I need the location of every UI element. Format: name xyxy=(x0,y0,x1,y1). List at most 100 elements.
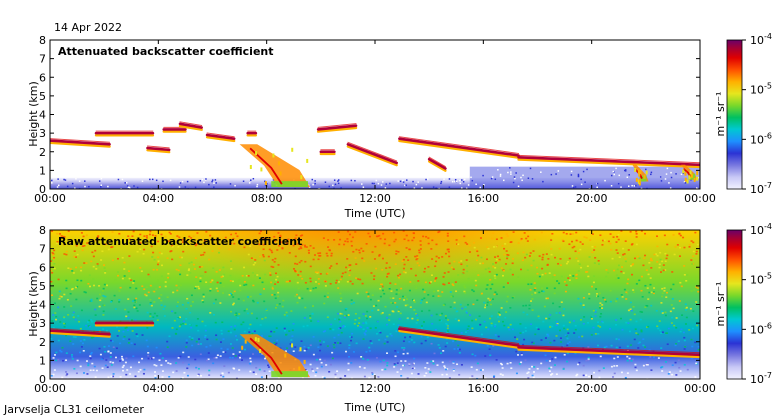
noise-pixel xyxy=(378,330,381,333)
noise-pixel xyxy=(404,360,407,362)
noise-pixel xyxy=(274,272,277,275)
noise-pixel xyxy=(531,298,534,300)
noise-pixel xyxy=(231,356,234,359)
noise-pixel xyxy=(157,256,160,259)
noise-pixel xyxy=(489,287,492,290)
noise-pixel xyxy=(484,306,487,309)
noise-pixel xyxy=(72,343,75,345)
noise-pixel xyxy=(139,241,142,244)
noise-pixel xyxy=(435,277,438,279)
noise-pixel xyxy=(59,349,62,352)
noise-pixel xyxy=(632,263,635,265)
noise-pixel xyxy=(665,296,668,298)
noise-pixel xyxy=(182,250,185,253)
noise-pixel xyxy=(456,243,459,245)
noise-pixel xyxy=(167,362,170,364)
noise-pixel xyxy=(137,370,140,373)
noise-pixel xyxy=(460,363,463,366)
y-tick-label: 2 xyxy=(39,146,46,159)
noise-pixel xyxy=(359,278,362,281)
noise-pixel xyxy=(197,329,200,332)
cloud-top xyxy=(206,132,235,138)
noise-pixel xyxy=(613,357,616,360)
noise-pixel xyxy=(312,370,315,372)
noise-pixel xyxy=(618,256,621,258)
noise-pixel xyxy=(175,284,178,287)
bl-speckle xyxy=(66,185,69,188)
noise-pixel xyxy=(563,353,566,356)
noise-pixel xyxy=(74,318,77,321)
noise-pixel xyxy=(75,244,78,247)
noise-pixel xyxy=(602,296,605,299)
noise-pixel xyxy=(638,257,641,260)
noise-pixel xyxy=(194,285,197,288)
cloud-base-layer xyxy=(427,156,447,172)
noise-pixel xyxy=(172,371,175,374)
noise-pixel xyxy=(671,298,674,300)
noise-pixel xyxy=(386,335,389,337)
noise-pixel xyxy=(96,263,99,265)
noise-pixel xyxy=(189,311,192,314)
bl-speckle xyxy=(211,180,213,183)
noise-pixel xyxy=(167,240,170,242)
noise-pixel xyxy=(690,280,693,282)
noise-pixel xyxy=(605,275,608,278)
noise-pixel xyxy=(351,332,354,335)
noise-pixel xyxy=(364,333,367,336)
noise-pixel xyxy=(439,352,442,354)
noise-pixel xyxy=(221,372,224,375)
noise-pixel xyxy=(461,273,464,275)
noise-pixel xyxy=(107,350,110,353)
noise-pixel xyxy=(394,301,397,304)
noise-pixel xyxy=(261,281,264,284)
noise-pixel xyxy=(55,318,58,321)
noise-pixel xyxy=(516,252,519,255)
noise-pixel xyxy=(161,370,164,372)
noise-pixel xyxy=(241,275,244,277)
noise-pixel xyxy=(317,282,320,285)
noise-pixel xyxy=(57,339,60,342)
noise-pixel xyxy=(394,355,397,358)
noise-pixel xyxy=(650,369,653,371)
noise-pixel xyxy=(207,358,210,361)
noise-pixel xyxy=(639,310,642,313)
noise-pixel xyxy=(496,255,499,258)
noise-pixel xyxy=(688,329,691,331)
noise-pixel xyxy=(76,279,79,282)
noise-pixel xyxy=(91,362,94,365)
noise-pixel xyxy=(399,312,402,315)
bl-speckle xyxy=(194,186,197,189)
noise-pixel xyxy=(238,281,241,284)
noise-pixel xyxy=(348,268,351,271)
noise-pixel xyxy=(286,315,289,317)
noise-pixel xyxy=(179,273,182,276)
noise-pixel xyxy=(452,284,455,287)
noise-pixel xyxy=(251,332,254,335)
noise-pixel xyxy=(548,272,551,274)
noise-pixel xyxy=(96,236,99,239)
noise-pixel xyxy=(540,287,543,290)
noise-pixel xyxy=(243,284,246,286)
noise-pixel xyxy=(692,255,695,258)
noise-pixel xyxy=(359,325,362,328)
noise-pixel xyxy=(167,276,170,279)
cloud-base-layer xyxy=(316,123,358,133)
noise-pixel xyxy=(550,239,553,241)
noise-pixel xyxy=(358,322,361,324)
noise-pixel xyxy=(50,280,53,283)
noise-pixel xyxy=(322,237,325,239)
noise-pixel xyxy=(105,284,108,287)
noise-pixel xyxy=(215,270,218,273)
noise-pixel xyxy=(461,307,464,310)
noise-pixel xyxy=(228,248,231,251)
noise-pixel xyxy=(391,302,394,304)
noise-pixel xyxy=(285,280,288,283)
noise-pixel xyxy=(145,237,148,239)
noise-pixel xyxy=(350,336,353,338)
noise-pixel xyxy=(356,292,359,295)
noise-pixel xyxy=(253,330,256,333)
noise-pixel xyxy=(93,284,96,287)
noise-pixel xyxy=(635,332,638,334)
noise-pixel xyxy=(597,295,600,298)
precip-speck xyxy=(696,176,699,181)
